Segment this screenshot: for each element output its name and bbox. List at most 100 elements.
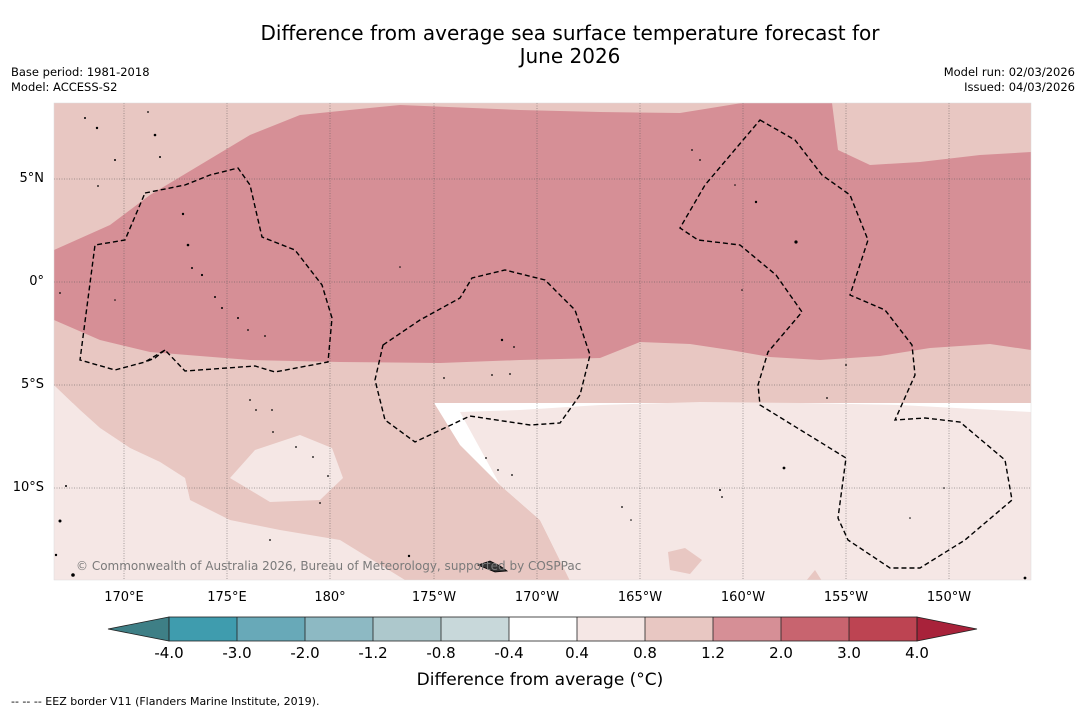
- map-title: Difference from average sea surface temp…: [170, 22, 970, 68]
- island-dot: [500, 338, 504, 342]
- title-line-1: Difference from average sea surface temp…: [260, 21, 880, 45]
- anomaly-patch-0.8-1.2-corner: [806, 570, 822, 580]
- anomaly-band-1.2-2.0: [54, 103, 1031, 363]
- lon-label-155w: 155°W: [823, 590, 869, 605]
- island-dot: [443, 377, 445, 379]
- colorbar: [107, 616, 978, 642]
- lon-label-165w: 165°W: [617, 590, 663, 605]
- title-line-2: June 2026: [519, 44, 621, 68]
- island-dot: [221, 307, 223, 309]
- island-dot: [59, 292, 61, 294]
- island-dot: [782, 466, 786, 470]
- colorbar-tick: -3.0: [222, 644, 252, 662]
- island-dot: [191, 267, 193, 269]
- colorbar-tick: -0.8: [426, 644, 456, 662]
- eez-kiribati-gilberts: [79, 167, 333, 373]
- island-dot: [295, 446, 297, 448]
- island-dot: [734, 184, 736, 186]
- sst-anomaly-map: [54, 103, 1031, 580]
- island-dot: [909, 517, 911, 519]
- lat-label-5s: 5°S: [20, 377, 44, 392]
- eez-borders: [79, 119, 1013, 569]
- island-samoa: [476, 560, 509, 573]
- island-dot: [845, 364, 847, 366]
- island-dot: [247, 329, 249, 331]
- lat-label-0: 0°: [29, 274, 44, 289]
- island-dot: [153, 133, 157, 137]
- anomaly-patch-0.4-0.8-west: [230, 435, 343, 502]
- meta-right: Model run: 02/03/2026 Issued: 04/03/2026: [944, 65, 1075, 95]
- lon-label-175e: 175°E: [207, 590, 247, 605]
- island-dot: [513, 346, 515, 348]
- colorbar-tick: 0.4: [565, 644, 589, 662]
- colorbar-title: Difference from average (°C): [416, 670, 664, 690]
- meta-left: Base period: 1981-2018 Model: ACCESS-S2: [11, 65, 150, 95]
- island-dot: [84, 117, 86, 119]
- island-dot: [407, 554, 411, 558]
- island-dot: [491, 374, 493, 376]
- colorbar-tick: -1.2: [358, 644, 388, 662]
- island-dot: [691, 149, 693, 151]
- island-dot: [497, 469, 499, 471]
- eez-tuvalu: [144, 349, 166, 363]
- island-dot: [621, 506, 623, 508]
- island-dot: [114, 299, 116, 301]
- island-dot: [214, 296, 216, 298]
- colorbar-tick: -0.4: [494, 644, 524, 662]
- island-dot: [271, 409, 273, 411]
- island-dot: [54, 553, 58, 557]
- model-run: Model run: 02/03/2026: [943, 65, 1075, 79]
- colorbar-tick: 2.0: [769, 644, 793, 662]
- colorbar-swatch: [441, 617, 509, 641]
- anomaly-band-0.4-0.8-south: [54, 385, 555, 580]
- island-dot: [237, 317, 239, 319]
- map-frame: [53, 102, 1032, 581]
- lon-label-180: 180°: [314, 590, 346, 605]
- colorbar-tick: -2.0: [290, 644, 320, 662]
- island-dot: [147, 111, 149, 113]
- island-dot: [826, 397, 828, 399]
- eez-line-islands: [679, 119, 1013, 569]
- eez-footnote: -- -- -- EEZ border V11 (Flanders Marine…: [11, 695, 320, 708]
- colorbar-swatch: [169, 617, 237, 641]
- island-dot: [71, 573, 75, 577]
- colorbar-tick: 1.2: [701, 644, 725, 662]
- island-dot: [1023, 576, 1027, 580]
- island-dot: [186, 243, 190, 247]
- islands: [54, 111, 1027, 580]
- grid-lines: [54, 103, 1031, 580]
- issued-date: Issued: 04/03/2026: [964, 80, 1075, 94]
- island-dot: [721, 496, 723, 498]
- colorbar-tick: 4.0: [905, 644, 929, 662]
- base-period: Base period: 1981-2018: [11, 65, 150, 79]
- island-dot: [399, 266, 401, 268]
- island-dot: [754, 200, 758, 204]
- colorbar-swatch: [645, 617, 713, 641]
- model-name: Model: ACCESS-S2: [11, 80, 118, 94]
- colorbar-swatch: [781, 617, 849, 641]
- island-dot: [699, 159, 701, 161]
- island-dot: [65, 485, 67, 487]
- island-dot: [794, 240, 798, 244]
- island-dot: [630, 519, 632, 521]
- lon-label-170w: 170°W: [514, 590, 560, 605]
- copyright-notice: © Commonwealth of Australia 2026, Bureau…: [76, 559, 582, 573]
- island-dot: [272, 431, 274, 433]
- lat-label-10s: 10°S: [12, 480, 44, 495]
- island-dot: [159, 156, 161, 158]
- lat-label-5n: 5°N: [19, 171, 45, 186]
- colorbar-swatch: [509, 617, 577, 641]
- island-dot: [511, 474, 513, 476]
- island-dot: [200, 273, 204, 277]
- anomaly-band-0.4-0.8-east: [460, 402, 1031, 580]
- colorbar-tick: 3.0: [837, 644, 861, 662]
- island-dot: [719, 489, 721, 491]
- island-dot: [312, 456, 314, 458]
- island-dot: [509, 373, 511, 375]
- eez-phoenix: [374, 269, 591, 443]
- island-dot: [943, 487, 945, 489]
- colorbar-tick: -4.0: [154, 644, 184, 662]
- lon-label-170e: 170°E: [104, 590, 144, 605]
- colorbar-tick: 0.8: [633, 644, 657, 662]
- island-dot: [319, 502, 321, 504]
